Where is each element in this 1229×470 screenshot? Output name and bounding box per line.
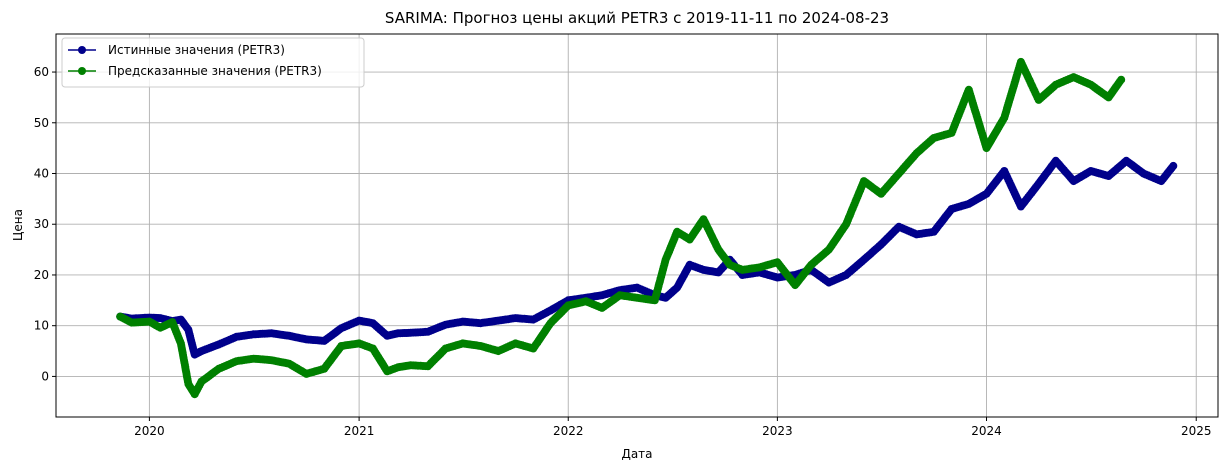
series-layer: [116, 57, 1178, 399]
y-axis-label: Цена: [11, 209, 25, 241]
grid: [56, 34, 1218, 417]
legend: Истинные значения (PETR3) Предсказанные …: [61, 37, 365, 88]
x-tick-label: 2020: [134, 424, 165, 438]
y-tick-label: 50: [34, 116, 49, 130]
x-tick-label: 2024: [971, 424, 1002, 438]
x-tick-label: 2023: [762, 424, 793, 438]
legend-box: [61, 37, 365, 88]
x-axis-label: Дата: [621, 447, 652, 461]
y-tick-label: 30: [34, 217, 49, 231]
legend-marker-true-values: [78, 46, 86, 54]
legend-marker-predicted-values: [78, 67, 86, 75]
legend-label-true-values: Истинные значения (PETR3): [108, 43, 285, 57]
x-tick-label: 2025: [1181, 424, 1212, 438]
x-axis: 2020 2021 2022 2023 2024 2025: [134, 417, 1212, 438]
legend-label-predicted-values: Предсказанные значения (PETR3): [108, 64, 322, 78]
y-tick-label: 60: [34, 65, 49, 79]
chart-title: SARIMA: Прогноз цены акций PETR3 с 2019-…: [385, 9, 889, 27]
x-tick-label: 2021: [344, 424, 375, 438]
y-tick-label: 40: [34, 167, 49, 181]
x-tick-label: 2022: [553, 424, 584, 438]
y-tick-label: 20: [34, 268, 49, 282]
plot-frame: [55, 33, 1219, 418]
series-1: [116, 57, 1126, 399]
series-0: [116, 156, 1178, 359]
y-tick-label: 0: [41, 369, 49, 383]
y-tick-label: 10: [34, 319, 49, 333]
y-axis: 0 10 20 30 40 50 60: [34, 65, 56, 383]
data-point: [1117, 75, 1126, 84]
data-point: [1169, 161, 1178, 170]
